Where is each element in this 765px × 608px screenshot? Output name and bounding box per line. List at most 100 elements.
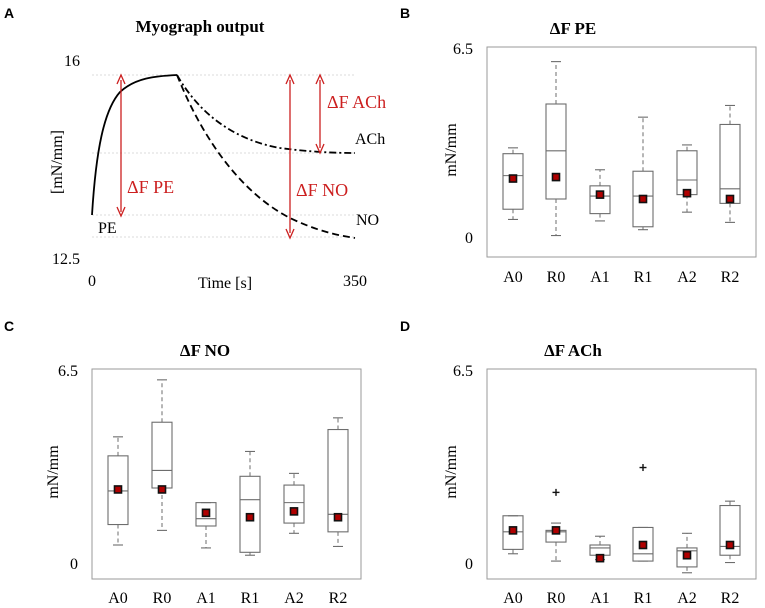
box-c-A2 [283,472,305,534]
box-d-A1 [589,535,611,563]
outlier-marker [552,488,560,496]
mean-marker [638,194,648,204]
xtick-A2: A2 [677,590,697,607]
panel-d-ytick-bottom: 0 [465,556,473,573]
mean-marker [201,508,211,518]
panel-c-ytick-top: 6.5 [58,363,78,380]
curve-pe [91,74,178,216]
box-iqr [195,502,217,527]
panel-d-boxes [502,464,741,574]
box-c-R1 [239,450,261,556]
box-d-A0 [502,515,524,555]
box-b-R2 [719,104,741,223]
panel-a-xtick-left: 0 [88,273,96,290]
box-b-A0 [502,147,524,221]
panel-a-title: Myograph output [136,17,265,36]
panel-d-xticks: A0 R0 A1 R1 A2 R2 [503,590,739,607]
mean-marker [333,512,343,522]
mean-marker [595,553,605,563]
panel-a-ylabel: [mN/mm] [49,130,66,194]
panel-b-ytick-top: 6.5 [453,41,473,58]
box-c-R0 [151,379,173,531]
panel-c-ytick-bottom: 0 [70,556,78,573]
panel-letter-b: B [400,5,410,21]
box-iqr [676,150,698,196]
panel-d-title: ΔF ACh [544,341,602,360]
outlier-marker [639,464,647,472]
label-pe: PE [98,220,117,237]
xtick-R1: R1 [634,590,653,607]
box-iqr [589,185,611,215]
box-b-A2 [676,144,698,213]
box-iqr [502,515,524,550]
arrow-dF-NO [285,73,295,240]
panel-c-title: ΔF NO [180,341,230,360]
mean-marker [157,485,167,494]
mean-marker [725,540,735,550]
box-iqr [719,504,741,556]
box-c-R2 [327,417,349,548]
panel-c-boxes [107,379,349,556]
xtick-R1: R1 [241,590,260,607]
label-no: NO [356,212,379,229]
mean-marker [682,188,692,198]
panel-b-frame [486,46,757,258]
panel-c-xticks: A0 R0 A1 R1 A2 R2 [108,590,347,607]
mean-marker [508,526,518,535]
box-c-A1 [195,502,217,549]
label-ach: ACh [355,131,385,148]
panel-d-ytick-top: 6.5 [453,363,473,380]
mean-marker [725,194,735,204]
mean-marker [289,507,299,516]
mean-marker [113,485,123,494]
curve-ach [176,74,356,154]
panel-letter-a: A [4,5,14,21]
box-d-R2 [719,500,741,564]
box-d-A2 [676,532,698,574]
panel-b-xticks: A0 R0 A1 R1 A2 R2 [503,269,739,286]
box-iqr [632,526,654,562]
xtick-R0: R0 [547,269,566,286]
xtick-R0: R0 [547,590,566,607]
panel-c-frame [91,368,362,580]
panel-b: B ΔF PE 6.5 0 mN/mm A0 R0 A1 R1 A2 R2 [400,5,757,286]
box-iqr [502,153,524,210]
xtick-A1: A1 [590,590,610,607]
arrow-dF-PE [116,73,126,218]
mean-marker [682,550,692,560]
xtick-A0: A0 [503,590,523,607]
mean-marker [595,190,605,199]
annotation-dF-PE: ΔF PE [127,177,174,197]
panel-b-title: ΔF PE [550,19,596,38]
panel-d: D ΔF ACh 6.5 0 mN/mm A0 R0 A1 R1 A2 R2 [400,318,757,607]
panel-c: C ΔF NO 6.5 0 mN/mm A0 R0 A1 R1 A2 R2 [4,318,362,607]
xtick-A2: A2 [677,269,697,286]
xtick-A0: A0 [503,269,523,286]
xtick-R2: R2 [721,269,740,286]
panel-letter-d: D [400,318,410,334]
mean-marker [245,512,255,522]
panel-b-ytick-bottom: 0 [465,230,473,247]
box-d-R1 [632,464,654,562]
panel-a: A Myograph output 16 12.5 [mN/mm] 0 350 … [4,5,386,292]
annotation-dF-NO: ΔF NO [296,180,348,200]
panel-d-ylabel: mN/mm [443,445,460,499]
box-c-A0 [107,436,129,546]
box-d-R0 [545,488,567,562]
panel-a-xlabel: Time [s] [198,275,252,292]
box-iqr [327,428,349,533]
mean-marker [551,172,561,182]
box-iqr [632,170,654,228]
panel-letter-c: C [4,318,14,334]
panel-b-boxes [502,61,741,237]
box-iqr [283,484,305,524]
xtick-R1: R1 [634,269,653,286]
xtick-A1: A1 [196,590,216,607]
mean-marker [508,174,518,183]
annotation-dF-ACh: ΔF ACh [327,92,386,112]
mean-marker [638,540,648,550]
box-iqr [676,547,698,568]
box-iqr [151,421,173,489]
xtick-R2: R2 [329,590,348,607]
box-b-R0 [545,61,567,237]
